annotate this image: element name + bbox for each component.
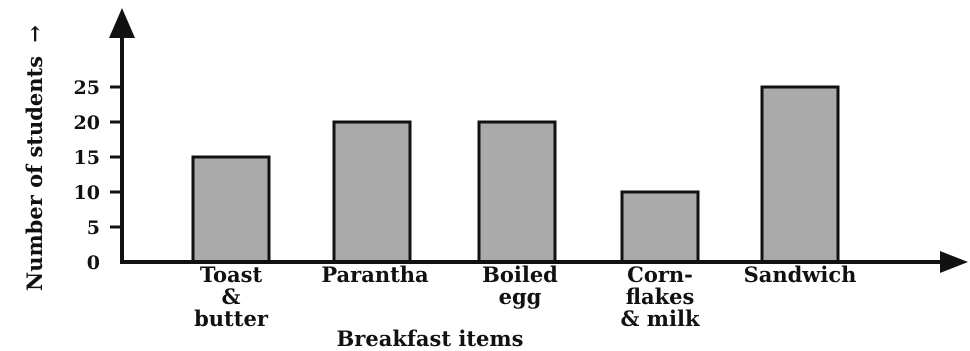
x-categories-group: Toast & butter Parantha Boiled egg Corn-flakes… bbox=[194, 262, 856, 331]
x-axis-arrow-icon bbox=[940, 251, 968, 273]
x-category-label-line: Toast bbox=[200, 262, 263, 287]
x-category-label-line: butter bbox=[194, 306, 269, 331]
y-tick-label: 5 bbox=[87, 217, 100, 239]
bar bbox=[332, 120, 412, 264]
x-category-label: Boiled egg bbox=[482, 262, 558, 309]
y-tick-label: 20 bbox=[74, 112, 100, 134]
x-category-label-line: egg bbox=[499, 284, 542, 309]
y-axis-arrow-icon bbox=[109, 8, 135, 38]
x-category-label: Corn-flakes & milk bbox=[621, 262, 700, 331]
x-category-label-line: flakes bbox=[626, 284, 695, 309]
x-category-label-line: Parantha bbox=[321, 262, 429, 287]
y-axis-title-text: Number of students bbox=[22, 56, 47, 291]
bar bbox=[620, 190, 700, 264]
x-category-label: Toast & butter bbox=[194, 262, 269, 331]
x-category-label-line: & milk bbox=[621, 306, 700, 331]
x-category-label-line: Corn- bbox=[627, 262, 693, 287]
y-axis-title-arrow-icon: → bbox=[22, 25, 47, 43]
x-category-label-line: Sandwich bbox=[744, 262, 857, 287]
y-tick-label: 10 bbox=[74, 182, 100, 204]
bars-group bbox=[191, 85, 840, 264]
x-axis-title: Breakfast items bbox=[337, 326, 524, 351]
x-category-label-line: Boiled bbox=[482, 262, 558, 287]
bar bbox=[760, 85, 840, 264]
x-category-label: Sandwich bbox=[744, 262, 857, 287]
y-tick-label: 0 bbox=[87, 252, 100, 274]
bar bbox=[477, 120, 557, 264]
y-axis-title-group: Number of students → bbox=[22, 25, 47, 291]
x-category-label-line: & bbox=[222, 284, 241, 309]
y-ticks-group: 0 5 10 15 20 25 bbox=[74, 77, 122, 274]
y-axis-title: Number of students → bbox=[22, 25, 47, 291]
bar bbox=[191, 155, 271, 264]
y-tick-label: 15 bbox=[74, 147, 100, 169]
x-category-label: Parantha bbox=[321, 262, 429, 287]
y-tick-label: 25 bbox=[74, 77, 100, 99]
